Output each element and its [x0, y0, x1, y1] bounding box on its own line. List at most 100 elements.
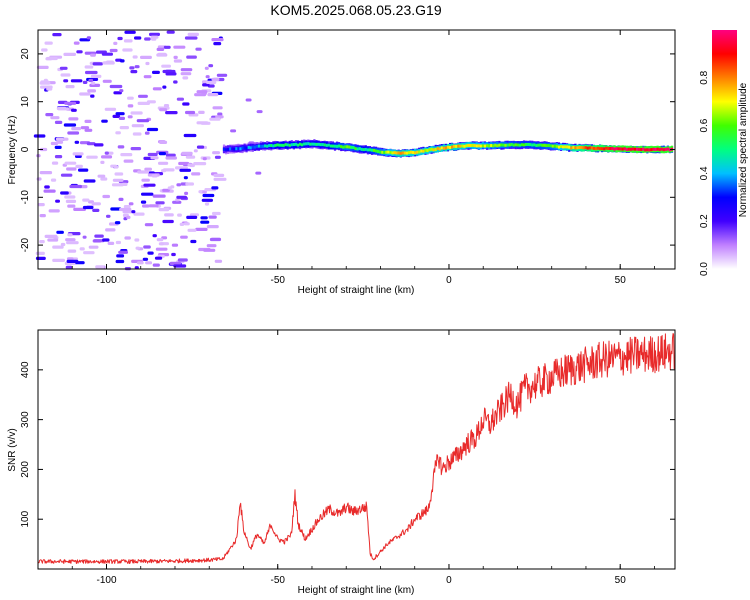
ridge-core-cell: [395, 151, 398, 155]
noise-blob: [198, 190, 203, 194]
chart-title: KOM5.2025.068.05.23.G19: [270, 2, 441, 18]
ridge-core-cell: [288, 143, 291, 147]
ridge-core-cell: [315, 142, 318, 146]
noise-blob: [115, 240, 121, 245]
y-tick-label: 200: [20, 461, 31, 478]
x-tick-label: -50: [271, 575, 286, 586]
noise-blob: [123, 205, 131, 209]
noise-blob: [142, 204, 150, 208]
noise-blob: [132, 132, 142, 136]
noise-blob: [130, 111, 143, 115]
noise-blob: [72, 152, 84, 156]
ridge-core-cell: [496, 144, 499, 148]
ridge-core-cell: [257, 144, 261, 148]
spectrogram-x-axis: -100 -50 0 50: [37, 30, 655, 286]
colorbar-tick-label: 0.0: [699, 262, 710, 276]
ridge-core-cell: [469, 144, 472, 147]
noise-blob: [185, 155, 196, 159]
ridge-core-cell: [366, 148, 369, 152]
noise-blob: [145, 61, 150, 66]
noise-blob: [82, 205, 94, 210]
snr-panel: -100 -50 0 50 100 200 300 400 Height of straig…: [7, 329, 676, 596]
ridge-core-cell: [533, 143, 536, 147]
noise-blob: [127, 104, 134, 108]
noise-blob: [116, 254, 125, 258]
ridge-core-cell: [412, 151, 415, 154]
ridge-core-cell: [426, 149, 429, 153]
ridge-core-cell: [370, 148, 374, 152]
ridge-core-cell: [424, 148, 427, 152]
x-tick-label: -100: [96, 575, 116, 586]
ridge-core-cell: [644, 148, 647, 152]
ridge-core-cell: [235, 147, 238, 151]
ridge-core-cell: [576, 146, 579, 150]
noise-blob: [148, 204, 159, 208]
ridge-core-cell: [399, 151, 402, 155]
ridge-core-cell: [416, 150, 419, 154]
ridge-core-cell: [274, 143, 277, 147]
noise-blob: [86, 142, 96, 146]
noise-blob: [101, 52, 113, 56]
ridge-core-cell: [625, 148, 628, 152]
noise-blob: [203, 248, 216, 252]
noise-blob: [60, 242, 66, 247]
noise-blob: [55, 199, 60, 203]
ridge-core-cell: [284, 143, 287, 147]
noise-blob: [204, 66, 209, 70]
ridge-core-cell: [461, 144, 464, 148]
noise-blob: [133, 212, 145, 216]
ridge-core-cell: [502, 143, 505, 147]
noise-blob: [88, 78, 94, 83]
ridge-core-cell: [364, 147, 367, 151]
ridge-core-cell: [601, 147, 604, 151]
ridge-core-cell: [278, 143, 281, 147]
ridge-core-cell: [463, 144, 466, 148]
ridge-core-cell: [383, 151, 386, 154]
noise-blob: [56, 230, 64, 234]
ridge-core-cell: [599, 147, 602, 151]
ridge-core-cell: [391, 151, 394, 155]
noise-blob: [65, 265, 73, 269]
y-tick-label: 400: [20, 361, 31, 378]
colorbar-label: Normalized spectral amplitude: [738, 82, 749, 217]
noise-blob: [162, 85, 167, 89]
ridge-core-cell: [331, 144, 334, 148]
noise-blob: [144, 223, 154, 227]
noise-blob: [172, 200, 182, 204]
noise-blob: [119, 126, 129, 130]
noise-blob: [64, 161, 77, 165]
ridge-core-cell: [259, 144, 263, 148]
noise-blob: [39, 214, 46, 218]
ridge-core-cell: [596, 146, 600, 150]
ridge-core-cell: [568, 145, 571, 149]
noise-blob: [150, 156, 159, 160]
ridge-core-cell: [255, 144, 258, 148]
ridge-core-cell: [475, 144, 478, 148]
noise-blob: [43, 189, 56, 193]
ridge-core-cell: [323, 143, 326, 147]
ridge-core-cell: [377, 150, 380, 153]
noise-blob: [102, 194, 110, 199]
noise-blob: [106, 60, 114, 64]
x-tick-label: 0: [446, 275, 452, 286]
noise-blob: [215, 115, 224, 119]
noise-blob: [156, 47, 165, 51]
ridge-core-cell: [504, 143, 507, 147]
ridge-core-cell: [498, 143, 501, 147]
noise-blob: [37, 203, 45, 207]
ridge-core-cell: [636, 147, 639, 151]
ridge-core-cell: [609, 147, 612, 150]
noise-blob: [185, 110, 196, 115]
noise-blob: [94, 143, 104, 147]
ridge-core-cell: [446, 145, 450, 149]
noise-blob: [142, 257, 149, 261]
spectrogram-y-axis: -20 -10 0 10 20: [20, 48, 675, 252]
noise-blob: [177, 213, 182, 217]
noise-blob: [63, 123, 77, 127]
noise-blob: [178, 161, 190, 166]
noise-blob: [105, 228, 116, 232]
noise-blob: [127, 96, 134, 100]
ridge-core-cell: [537, 143, 540, 147]
noise-blob: [213, 42, 222, 46]
noise-blob: [152, 194, 166, 198]
